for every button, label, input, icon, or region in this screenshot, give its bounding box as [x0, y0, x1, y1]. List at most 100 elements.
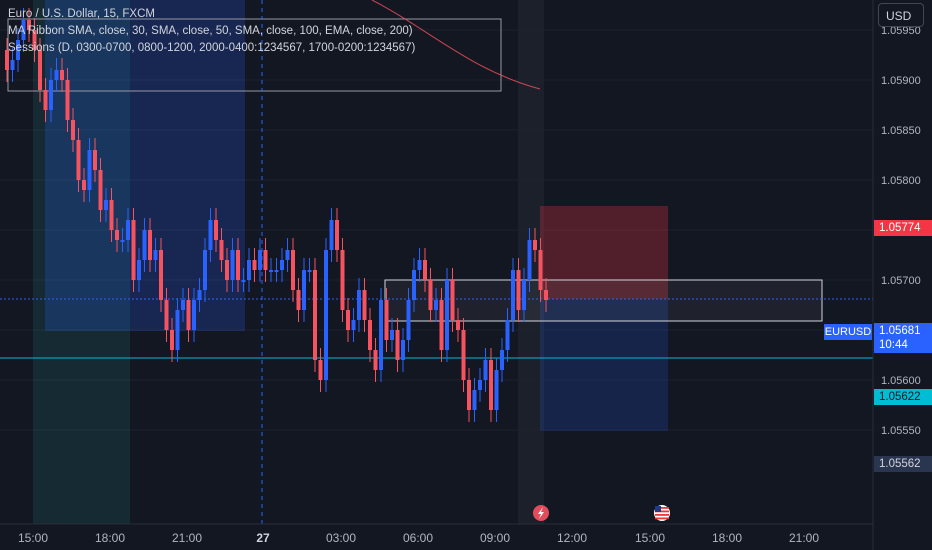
candle-body [280, 260, 284, 270]
candle-body [225, 260, 229, 280]
candle-body [346, 310, 350, 330]
candle-body [252, 260, 257, 270]
candle-body [258, 250, 262, 270]
candle-body [285, 250, 290, 260]
x-tick-label: 15:00 [18, 531, 48, 545]
candle-body [153, 250, 158, 260]
legend-sessions[interactable]: Sessions (D, 0300-0700, 0800-1200, 2000-… [8, 42, 416, 54]
candle-body [538, 250, 543, 290]
x-tick-label: 18:00 [95, 531, 125, 545]
current-price-tag: 1.05681 10:44 [874, 323, 932, 353]
candle-body [335, 220, 339, 250]
candle-body [241, 280, 246, 282]
candle-body [296, 290, 301, 310]
candle-body [351, 320, 356, 330]
legend-symbol[interactable]: Euro / U.S. Dollar, 15, FXCM [8, 8, 155, 20]
candle-body [324, 250, 328, 380]
candle-body [137, 260, 141, 280]
y-tick-label: 1.05850 [881, 125, 921, 137]
candle-body [115, 230, 119, 240]
ma-ribbon-line [371, 0, 541, 90]
candle-body [357, 290, 361, 320]
currency-button[interactable]: USD [878, 3, 924, 27]
candle-body [65, 80, 70, 120]
x-tick-label: 09:00 [480, 531, 510, 545]
x-tick-label: 03:00 [326, 531, 356, 545]
candle-body [274, 270, 279, 272]
candle-body [60, 70, 64, 80]
candle-body [219, 240, 224, 260]
us-flag-icon-stripe [655, 517, 669, 520]
candle-body [120, 240, 125, 242]
candle-body [533, 240, 537, 250]
legend-ma-ribbon[interactable]: MA Ribbon SMA, close, 30, SMA, close, 50… [8, 25, 413, 37]
candle-body [412, 270, 416, 300]
candle-body [203, 250, 207, 290]
candle-body [21, 20, 26, 40]
candle-body [126, 220, 130, 240]
candle-body [43, 90, 48, 110]
us-flag-icon-canton [655, 506, 661, 512]
candle-body [236, 250, 240, 280]
candle-body [175, 310, 180, 350]
x-tick-label: 27 [256, 531, 270, 545]
x-tick-label: 12:00 [557, 531, 587, 545]
us-flag-icon-stripe [655, 507, 669, 509]
candle-body [472, 390, 477, 410]
candle-body [49, 80, 53, 110]
y-tick-label: 1.05950 [881, 25, 921, 37]
symbol-tag: EURUSD [824, 324, 872, 340]
candle-body [318, 360, 323, 380]
us-flag-icon-stripe [655, 510, 669, 513]
chart-legend: Euro / U.S. Dollar, 15, FXCM MA Ribbon S… [8, 6, 415, 57]
candle-body [329, 220, 334, 250]
candle-body [159, 250, 163, 300]
x-tick-label: 18:00 [712, 531, 742, 545]
candle-body [186, 300, 191, 330]
candle-body [467, 380, 471, 410]
candle-body [505, 320, 510, 350]
x-tick-label: 21:00 [172, 531, 202, 545]
bar-countdown: 10:44 [879, 339, 908, 351]
candle-body [76, 140, 81, 180]
candle-body [269, 270, 273, 272]
candle-body [373, 350, 378, 370]
y-tick-label: 1.05600 [881, 375, 921, 387]
current-price-value: 1.05681 [879, 325, 921, 337]
candle-body [164, 300, 169, 330]
candle-body [368, 320, 372, 350]
candle-body [423, 260, 427, 280]
candle-body [483, 360, 488, 380]
candle-body [522, 280, 526, 310]
candle-body [489, 360, 493, 410]
candle-body [417, 260, 422, 270]
candle-body [214, 220, 218, 240]
candle-body [170, 330, 174, 350]
candle-body [544, 290, 548, 300]
candle-body [390, 330, 394, 340]
candle-body [27, 20, 31, 30]
candle-body [230, 250, 235, 280]
candle-body [131, 220, 136, 280]
candle-body [478, 380, 482, 390]
candle-body [362, 290, 367, 320]
candle-body [516, 270, 521, 310]
candle-body [98, 170, 103, 210]
candle-body [148, 230, 152, 260]
upper-price-tag: 1.05774 [874, 220, 932, 236]
candle-body [10, 60, 15, 70]
x-tick-label: 06:00 [403, 531, 433, 545]
candle-body [82, 180, 86, 190]
candle-body [401, 340, 405, 360]
candle-body [434, 300, 438, 310]
us-flag-icon [654, 505, 670, 521]
y-tick-label: 1.05900 [881, 75, 921, 87]
y-tick-label: 1.05550 [881, 425, 921, 437]
candle-body [181, 300, 185, 310]
position-stop-zone [540, 206, 668, 299]
candle-body [71, 120, 75, 140]
cyan-line-price-tag: 1.05622 [874, 389, 932, 405]
candle-body [384, 300, 389, 340]
candle-body [395, 330, 400, 360]
